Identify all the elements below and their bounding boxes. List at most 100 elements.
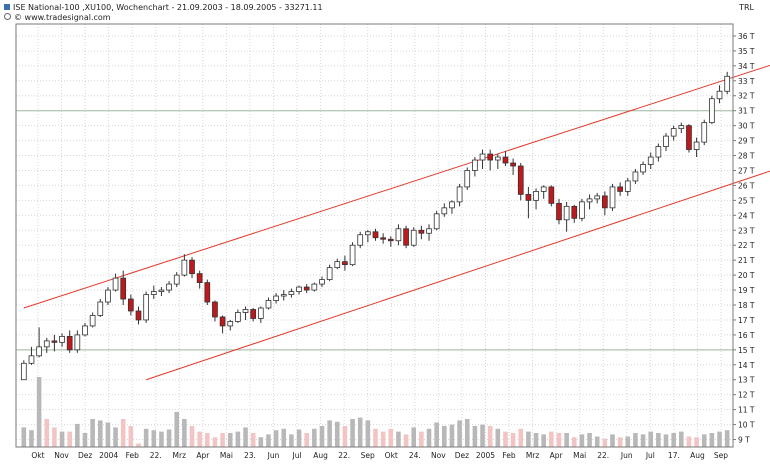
- volume-bar: [487, 426, 493, 447]
- volume-bar: [724, 430, 730, 447]
- volume-bar: [709, 433, 715, 447]
- x-tick-label: Mai: [220, 451, 233, 460]
- candle-up: [479, 153, 486, 161]
- candle-up: [319, 279, 325, 285]
- x-tick-label: 17.: [668, 451, 680, 460]
- candle-up: [410, 229, 417, 246]
- volume-bar: [235, 431, 241, 447]
- volume-bar: [686, 436, 692, 447]
- candle-down: [403, 228, 409, 246]
- candle-up: [166, 283, 172, 291]
- volume-bar: [403, 434, 409, 447]
- candle-down: [617, 186, 623, 192]
- candle-down: [571, 205, 578, 219]
- volume-bar: [357, 417, 363, 447]
- candle-up: [227, 321, 234, 327]
- volume-bar: [579, 434, 585, 447]
- x-tick-label: Feb: [126, 451, 140, 460]
- x-tick-label: Aug: [690, 451, 705, 460]
- volume-bar: [663, 434, 669, 447]
- candle-down: [510, 162, 516, 167]
- volume-bar: [75, 423, 80, 447]
- candle-down: [212, 301, 218, 318]
- y-tick-label: 36 T: [738, 32, 755, 41]
- volume-bar: [266, 434, 271, 447]
- x-tick-label: Mai: [573, 451, 586, 460]
- volume-bars: [21, 377, 730, 447]
- volume-bar: [273, 430, 279, 447]
- candle-down: [189, 259, 195, 275]
- volume-bar: [633, 433, 638, 447]
- trend-channel: [23, 64, 770, 381]
- volume-bar: [67, 431, 72, 447]
- candle-down: [342, 261, 348, 266]
- candle-up: [709, 98, 715, 124]
- candle-down: [250, 309, 257, 319]
- candle-up: [609, 186, 616, 209]
- candle-up: [701, 122, 708, 143]
- candle-up: [112, 277, 119, 291]
- volume-bar: [334, 421, 340, 447]
- volume-bar: [594, 436, 600, 447]
- candle-down: [517, 165, 524, 195]
- candle-up: [663, 135, 669, 147]
- candle-up: [449, 201, 455, 209]
- candle-up: [181, 259, 188, 276]
- source-credit-text: © www.tradesignal.com: [14, 13, 111, 22]
- x-tick-label: 2005: [476, 451, 495, 460]
- volume-bar: [717, 431, 722, 447]
- y-tick-label: 29 T: [738, 137, 755, 146]
- candle-up: [74, 334, 81, 351]
- x-tick-label: Dez: [78, 451, 92, 460]
- volume-bar: [212, 437, 218, 447]
- candle-up: [158, 289, 165, 292]
- x-tick-label: Jun: [620, 451, 633, 460]
- instrument-icon: [4, 4, 10, 10]
- volume-bar: [82, 433, 88, 447]
- candle-up: [357, 234, 364, 246]
- candle-up: [349, 244, 356, 266]
- candle-up: [265, 300, 272, 309]
- volume-bar: [189, 426, 195, 447]
- volume-bar: [159, 431, 164, 447]
- x-tick-label: 22.: [597, 451, 609, 460]
- candle-up: [97, 301, 104, 316]
- candle-up: [441, 207, 448, 215]
- y-tick-label: 14 T: [738, 361, 755, 370]
- candle-up: [150, 291, 157, 295]
- reference-lines: [16, 110, 733, 351]
- candle-down: [487, 153, 494, 161]
- y-tick-label: 35 T: [738, 47, 755, 56]
- candle-up: [533, 191, 539, 201]
- volume-bar: [518, 428, 524, 447]
- volume-bar: [174, 412, 180, 447]
- candle-down: [120, 277, 127, 300]
- volume-bar: [464, 419, 470, 447]
- price-axis: 9 T 10 T 11 T 12 T 13 T 14 T 15 T 16 T 17 T 18 T 1…: [733, 32, 755, 445]
- volume-bar: [312, 428, 317, 447]
- volume-bar: [694, 437, 699, 447]
- y-tick-label: 19 T: [738, 286, 755, 295]
- y-tick-label: 22 T: [738, 241, 755, 250]
- x-tick-label: Jun: [267, 451, 280, 460]
- volume-bar: [128, 426, 134, 447]
- x-tick-label: Okt: [385, 451, 398, 460]
- volume-bar: [396, 431, 401, 447]
- candle-up: [242, 309, 249, 313]
- x-tick-label: Sep: [714, 451, 728, 460]
- volume-bar: [388, 428, 394, 447]
- volume-bar: [197, 431, 202, 447]
- y-tick-label: 17 T: [738, 316, 755, 325]
- y-tick-label: 32 T: [738, 92, 755, 101]
- volume-bar: [258, 437, 264, 447]
- volume-bar: [220, 433, 225, 447]
- candle-down: [548, 186, 555, 204]
- volume-bar: [342, 426, 348, 447]
- volume-bar: [59, 431, 65, 447]
- y-tick-label: 27 T: [738, 166, 755, 175]
- candle-down: [686, 125, 692, 150]
- candle-up: [235, 312, 241, 322]
- candle-up: [365, 231, 371, 236]
- volume-bar: [166, 429, 172, 447]
